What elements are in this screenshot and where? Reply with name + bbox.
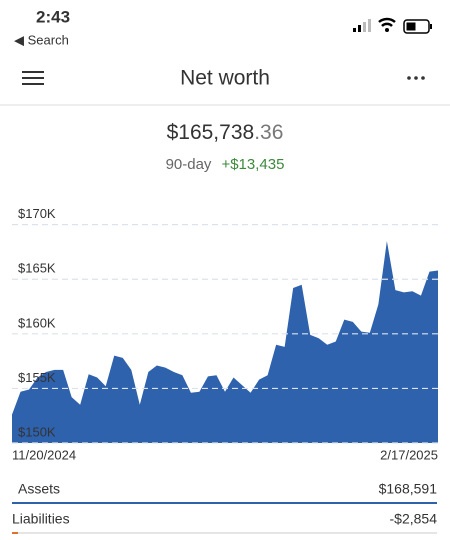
- change-line: 90-day +$13,435: [166, 156, 285, 173]
- assets-label: Assets: [18, 481, 60, 497]
- more-button[interactable]: [407, 76, 425, 80]
- cents: .36: [254, 121, 283, 144]
- period: 90-day: [166, 156, 212, 173]
- x-tick-label: 11/20/2024: [12, 447, 76, 462]
- net-worth-amount: $165,738.36: [167, 121, 284, 144]
- y-tick-label: $160K: [18, 315, 56, 330]
- y-tick-label: $155K: [18, 370, 56, 385]
- page-title: Net worth: [180, 67, 270, 90]
- assets-value: $168,591: [379, 481, 438, 497]
- status-time: 2:43: [36, 7, 70, 26]
- x-tick-label: 2/17/2025: [380, 447, 438, 462]
- back-link[interactable]: ◀ Search: [14, 32, 69, 47]
- y-tick-label: $170K: [18, 206, 56, 221]
- liabilities-label: Liabilities: [12, 511, 70, 527]
- menu-button[interactable]: [22, 71, 44, 85]
- chart: $150K $155K $160K $165K $170K 11/20/2024 2/17/…: [12, 206, 438, 462]
- amount: $165,738: [167, 121, 255, 144]
- y-tick-label: $165K: [18, 261, 56, 276]
- status-icons: [353, 17, 432, 34]
- liabilities-value: -$2,854: [390, 511, 438, 527]
- y-tick-label: $150K: [18, 424, 56, 439]
- area: [12, 241, 438, 443]
- change: +$13,435: [221, 156, 284, 173]
